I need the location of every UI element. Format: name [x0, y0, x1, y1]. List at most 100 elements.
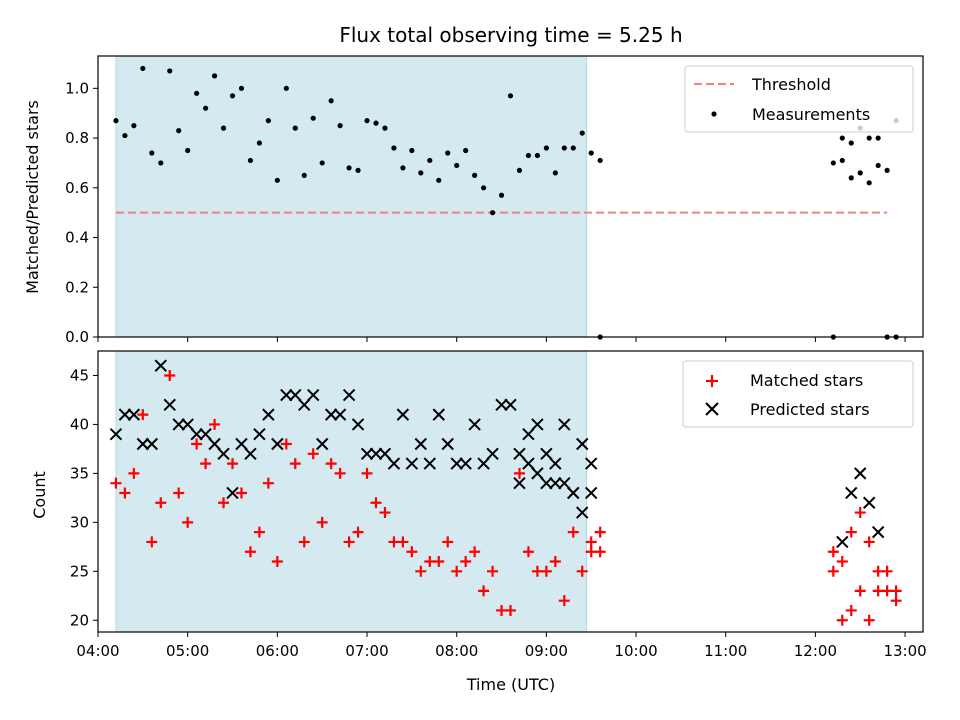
matched-stars-point [460, 556, 472, 568]
predicted-stars-point [226, 486, 239, 500]
matched-stars-point [540, 565, 552, 577]
predicted-stars-point [845, 486, 858, 500]
predicted-stars-point [871, 525, 885, 539]
measurement-point [310, 115, 316, 121]
matched-stars-point [549, 556, 561, 568]
predicted-stars-point [486, 447, 499, 461]
top-y-tick-label: 0.0 [65, 328, 89, 346]
predicted-stars-point [513, 447, 526, 461]
predicted-stars-point [441, 437, 454, 451]
measurement-point [149, 150, 155, 156]
predicted-stars-point [549, 457, 562, 470]
predicted-stars-point [244, 447, 257, 461]
measurement-point [301, 172, 307, 178]
measurement-point [445, 150, 451, 156]
x-tick-label: 10:00 [614, 642, 657, 660]
top-y-tick-label: 0.2 [65, 278, 89, 296]
matched-stars-point [433, 556, 445, 568]
measurement-point [211, 73, 218, 79]
measurement-point [489, 210, 496, 216]
measurement-point [203, 105, 209, 111]
predicted-stars-point [235, 437, 248, 451]
measurement-point [884, 167, 890, 173]
predicted-stars-point [360, 447, 374, 461]
measurement-point [472, 172, 478, 178]
matched-stars-point [209, 418, 221, 430]
measurement-point [229, 93, 236, 99]
predicted-stars-point [540, 447, 553, 461]
bottom-y-tick-label: 40 [70, 415, 89, 433]
chart-title: Flux total observing time = 5.25 h [339, 23, 682, 47]
matched-stars-point [191, 438, 203, 450]
bottom-x-axis: 04:00 05:00 06:00 07:00 08:00 09:00 10:00 11:00… [76, 632, 927, 660]
x-tick-label: 12:00 [794, 642, 837, 660]
predicted-stars-point [854, 467, 867, 480]
predicted-stars-point [584, 457, 598, 470]
predicted-stars-point [468, 418, 481, 431]
predicted-stars-point [378, 447, 392, 461]
top-shaded-span [115, 55, 588, 338]
measurement-point [498, 192, 505, 198]
matched-stars-point [863, 536, 875, 548]
bottom-y-tick-label: 30 [70, 513, 89, 531]
matched-stars-point [890, 595, 902, 607]
matched-stars-point [827, 546, 839, 558]
predicted-stars-point [163, 398, 176, 412]
measurement-point [355, 167, 361, 173]
predicted-stars-point [298, 398, 311, 412]
measurement-point [122, 132, 128, 139]
measurement-point [866, 180, 872, 186]
measurement-point [436, 177, 442, 183]
bottom-panel: 20 25 30 35 40 45 04:00 05:00 06:00 07:00 08:00 09… [30, 350, 927, 694]
matched-stars-point [558, 595, 570, 607]
predicted-stars-point [576, 437, 589, 451]
matched-stars-point [155, 497, 167, 509]
measurement-point [480, 185, 487, 191]
measurement-point [373, 120, 379, 126]
matched-stars-point [119, 487, 131, 499]
top-y-axis-label: Matched/Predicted stars [23, 100, 42, 294]
measurement-point [552, 170, 558, 176]
predicted-stars-point [576, 506, 589, 519]
measurement-point [113, 118, 119, 124]
measurement-point [463, 147, 469, 154]
matched-stars-point [253, 526, 265, 538]
predicted-stars-point [558, 418, 571, 431]
predicted-stars-point [432, 408, 445, 421]
legend-matched-label: Matched stars [750, 371, 863, 390]
measurement-point [597, 157, 603, 164]
top-y-tick-label: 1.0 [65, 79, 89, 97]
measurement-point [346, 165, 352, 171]
matched-stars-point [307, 448, 319, 460]
predicted-stars-point [127, 408, 141, 421]
predicted-stars-point [262, 408, 275, 421]
measurement-point [319, 160, 325, 166]
matched-stars-point [487, 565, 499, 577]
predicted-stars-point [172, 418, 185, 431]
legend-measurements-label: Measurements [752, 105, 870, 124]
matched-stars-point [379, 507, 391, 519]
x-tick-label: 08:00 [435, 642, 478, 660]
predicted-stars-point [342, 388, 356, 402]
bottom-y-tick-label: 25 [70, 562, 89, 580]
predicted-stars-point [307, 388, 320, 402]
measurement-point [337, 123, 343, 129]
predicted-stars-point [522, 428, 535, 441]
predicted-stars-point [862, 496, 876, 509]
matched-stars-point [182, 516, 194, 528]
predicted-stars-point [351, 418, 365, 431]
matched-stars-point [361, 467, 373, 479]
matched-stars-point [164, 369, 176, 381]
measurement-point [534, 152, 541, 159]
top-plot-frame [97, 55, 924, 338]
matched-stars-point [280, 438, 292, 450]
bottom-series [109, 359, 902, 626]
matched-stars-point [415, 565, 427, 577]
predicted-stars-point [369, 447, 383, 461]
measurement-point [391, 145, 397, 151]
predicted-stars-point [495, 398, 508, 412]
matched-stars-point [262, 477, 274, 489]
measurement-point [194, 90, 200, 96]
matched-stars-point [513, 467, 525, 479]
measurement-point [247, 157, 254, 164]
